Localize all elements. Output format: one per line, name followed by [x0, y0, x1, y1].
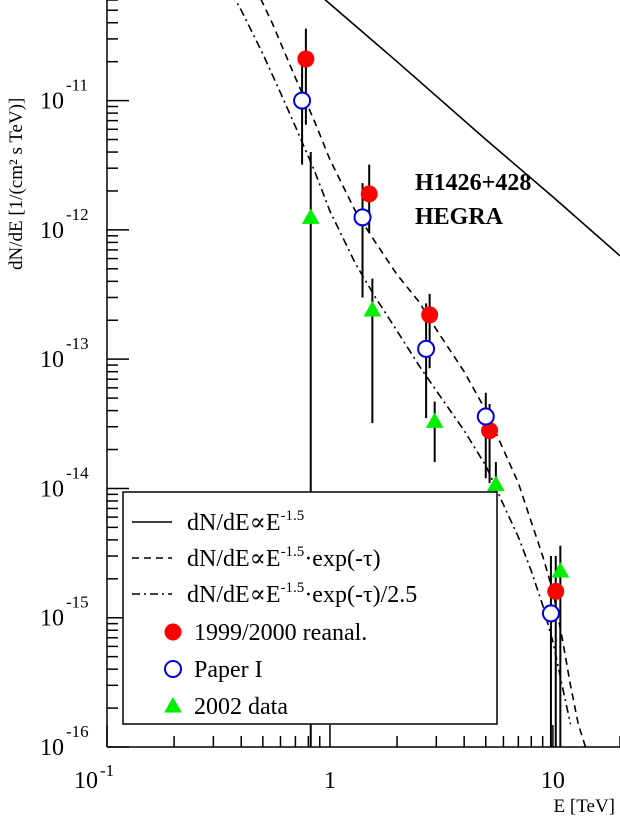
svg-text:2002 data: 2002 data [194, 694, 288, 720]
y-tick-label: 10-12 [40, 205, 89, 244]
svg-text:-16: -16 [66, 722, 89, 741]
svg-text:-13: -13 [66, 334, 89, 353]
legend-marker [164, 696, 182, 713]
annotation-instrument: HEGRA [415, 204, 504, 230]
svg-text:-12: -12 [66, 205, 89, 224]
x-axis-title: E [TeV] [554, 796, 615, 817]
svg-text:-15: -15 [66, 593, 89, 612]
svg-text:10: 10 [40, 476, 64, 502]
point-2002 [363, 300, 382, 317]
data-markers [293, 50, 570, 623]
legend-marker [164, 623, 182, 641]
x-tick-label: 10 [541, 768, 565, 794]
svg-text:1: 1 [324, 768, 336, 794]
annotation-source: H1426+428 [415, 170, 531, 196]
point-paper-i [353, 208, 372, 227]
x-axis-ticks: 10 -1 1 10 [74, 725, 620, 794]
point-2002 [551, 561, 570, 578]
point-2002 [425, 412, 444, 428]
model-curves [234, 0, 620, 747]
point-reanal [360, 185, 378, 203]
y-tick-label: 10-13 [40, 334, 89, 373]
point-2002 [301, 208, 320, 224]
svg-text:dN/dE∝E-1.5·exp(-τ)/2.5: dN/dE∝E-1.5·exp(-τ)/2.5 [187, 580, 417, 608]
svg-text:10: 10 [40, 735, 64, 761]
x-tick-label: 1 [324, 768, 336, 794]
svg-text:10: 10 [40, 347, 64, 373]
curve-dashdot [234, 0, 572, 725]
svg-text:-14: -14 [66, 463, 89, 482]
y-tick-label: 10-16 [40, 722, 89, 761]
point-reanal [297, 50, 315, 68]
svg-text:Paper I: Paper I [194, 657, 263, 683]
svg-text:10: 10 [40, 218, 64, 244]
svg-text:dN/dE∝E-1.5: dN/dE∝E-1.5 [187, 508, 304, 536]
svg-text:-1: -1 [100, 761, 114, 780]
point-2002 [487, 475, 505, 492]
y-tick-label: 10-15 [40, 593, 89, 632]
point-paper-i [476, 407, 495, 426]
legend-entry-dashed: dN/dE∝E-1.5·exp(-τ) [132, 544, 381, 572]
point-reanal [547, 582, 565, 600]
point-reanal [421, 306, 439, 324]
svg-text:dN/dE∝E-1.5·exp(-τ): dN/dE∝E-1.5·exp(-τ) [187, 544, 381, 572]
curve-dashed [260, 0, 587, 747]
legend-entry-dashdot: dN/dE∝E-1.5·exp(-τ)/2.5 [132, 580, 417, 608]
legend-entry-solid: dN/dE∝E-1.5 [132, 508, 304, 536]
svg-text:10: 10 [541, 768, 565, 794]
curve-solid [324, 0, 620, 257]
point-paper-i [417, 339, 436, 358]
point-paper-i [293, 91, 312, 110]
svg-text:-11: -11 [66, 76, 88, 95]
svg-text:10: 10 [40, 606, 64, 632]
legend-entry-paper-i: Paper I [164, 657, 263, 683]
legend-entry-2002: 2002 data [164, 694, 288, 720]
legend-entry-reanal: 1999/2000 reanal. [164, 620, 367, 646]
y-axis-title: dN/dE [1/(cm² s TeV)] [6, 98, 27, 270]
y-tick-label: 10-14 [40, 463, 89, 502]
y-tick-label: 10-11 [40, 76, 88, 115]
legend-marker [164, 660, 182, 678]
svg-text:1999/2000 reanal.: 1999/2000 reanal. [194, 620, 367, 646]
legend: dN/dE∝E-1.5 dN/dE∝E-1.5·exp(-τ) dN/dE∝E-1.… [122, 491, 498, 725]
svg-text:10: 10 [40, 89, 64, 115]
x-tick-label: 10 -1 [74, 761, 114, 794]
legend-box [122, 491, 498, 725]
svg-text:10: 10 [74, 768, 98, 794]
point-paper-i [541, 604, 560, 623]
